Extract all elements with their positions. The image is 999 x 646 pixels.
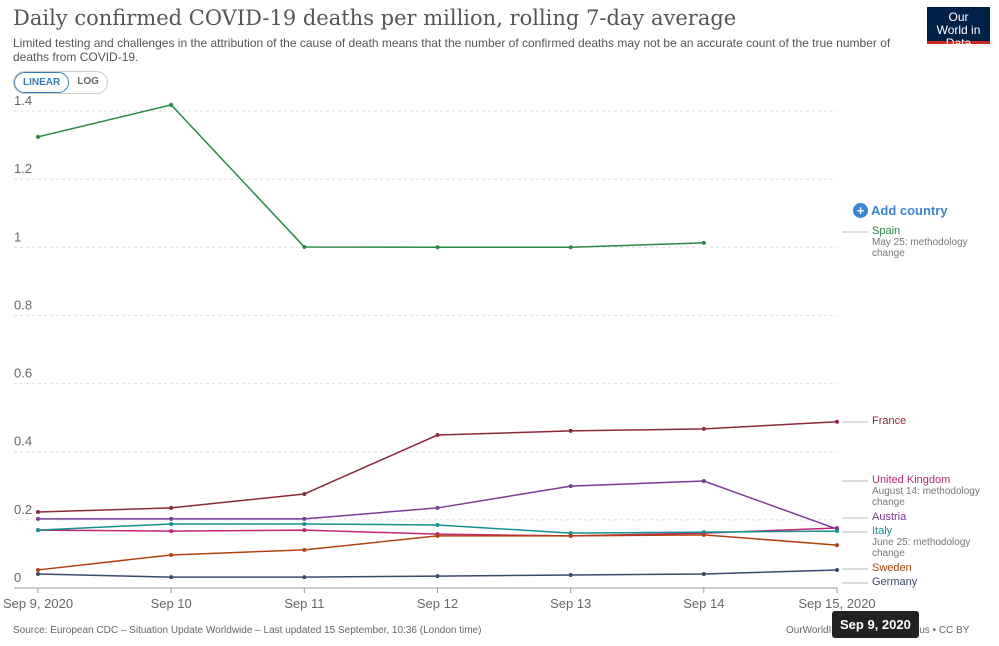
- tooltip: Sep 9, 2020: [832, 611, 919, 638]
- point: [701, 572, 706, 577]
- point: [169, 521, 174, 526]
- point: [701, 426, 706, 431]
- point: [835, 529, 839, 534]
- point: [435, 505, 440, 510]
- point: [835, 567, 839, 572]
- point: [568, 484, 573, 489]
- y-tick-label: 1.4: [14, 93, 32, 108]
- series-label: United Kingdom August 14: methodology cha…: [872, 474, 990, 509]
- x-tick-label: Sep 15, 2020: [798, 596, 875, 611]
- y-tick-label: 0.2: [14, 502, 32, 517]
- point: [568, 245, 573, 250]
- point: [36, 567, 40, 572]
- point: [701, 479, 706, 484]
- annotation: August 14: methodology change: [872, 486, 980, 508]
- series-label: Austria: [872, 512, 906, 523]
- legend-name: France: [872, 415, 907, 427]
- y-tick-label: 1: [14, 229, 21, 244]
- point: [302, 547, 307, 552]
- series-line: [37, 534, 838, 571]
- point: [169, 516, 174, 521]
- point: [36, 528, 40, 533]
- point: [302, 575, 307, 580]
- point: [302, 491, 307, 496]
- x-tick-label: Sep 13: [550, 596, 591, 611]
- series-label: Sweden: [872, 563, 912, 574]
- plus-icon: +: [853, 203, 868, 218]
- point: [435, 433, 440, 438]
- legend-name: Austria: [872, 511, 907, 523]
- point: [701, 532, 706, 537]
- point: [169, 575, 174, 580]
- y-tick-label: 0.4: [14, 434, 32, 449]
- x-tick-label: Sep 10: [151, 596, 192, 611]
- source: Source: European CDC – Situation Update …: [13, 625, 482, 636]
- series-label: Spain May 25: methodology change: [872, 225, 990, 260]
- series-label: France: [872, 416, 906, 427]
- series-line: [38, 480, 838, 530]
- annotation: June 25: methodology change: [872, 537, 971, 559]
- point: [568, 428, 573, 433]
- point: [169, 529, 174, 534]
- annotation: May 25: methodology change: [872, 237, 968, 259]
- legend-name: Italy: [872, 525, 893, 537]
- point: [435, 533, 440, 538]
- point: [835, 419, 839, 424]
- point: [302, 244, 307, 249]
- title: Daily confirmed COVID-19 deaths per mill…: [13, 6, 737, 30]
- y-tick-label: 0: [14, 570, 21, 585]
- y-tick-label: 0.8: [14, 297, 32, 312]
- subtitle: Limited testing and challenges in the at…: [13, 36, 891, 64]
- scale-toggle: LINEAR LOG: [13, 71, 108, 94]
- series-label: Germany: [872, 577, 917, 588]
- x-tick-label: Sep 12: [417, 596, 458, 611]
- legend-name: Sweden: [872, 562, 912, 574]
- add-country[interactable]: + Add country: [853, 203, 948, 218]
- point: [701, 240, 706, 245]
- point: [36, 134, 40, 139]
- logo[interactable]: Our World in Data: [927, 7, 990, 50]
- point: [169, 505, 174, 510]
- point: [568, 573, 573, 578]
- point: [302, 521, 307, 526]
- add-country-text: Add country: [871, 203, 948, 218]
- series-label: Italy June 25: methodology change: [872, 525, 990, 560]
- x-tick-label: Sep 14: [683, 596, 724, 611]
- y-tick-label: 1.2: [14, 161, 32, 176]
- point: [435, 574, 440, 579]
- point: [169, 102, 174, 107]
- legend-name: United Kingdom: [872, 474, 951, 486]
- point: [169, 552, 174, 557]
- point: [568, 533, 573, 538]
- point: [36, 572, 40, 577]
- point: [835, 543, 839, 548]
- point: [36, 516, 40, 521]
- linear-button[interactable]: LINEAR: [14, 72, 70, 93]
- x-tick-label: Sep 9, 2020: [3, 596, 73, 611]
- x-tick-label: Sep 11: [284, 596, 324, 611]
- series-line: [37, 104, 704, 249]
- point: [302, 528, 307, 533]
- point: [302, 516, 307, 521]
- point: [435, 245, 440, 250]
- log-button[interactable]: LOG: [77, 76, 99, 87]
- y-tick-label: 0.6: [14, 366, 32, 381]
- point: [36, 510, 40, 515]
- legend-name: Germany: [872, 576, 918, 588]
- point: [435, 522, 440, 527]
- legend-name: Spain: [872, 225, 901, 237]
